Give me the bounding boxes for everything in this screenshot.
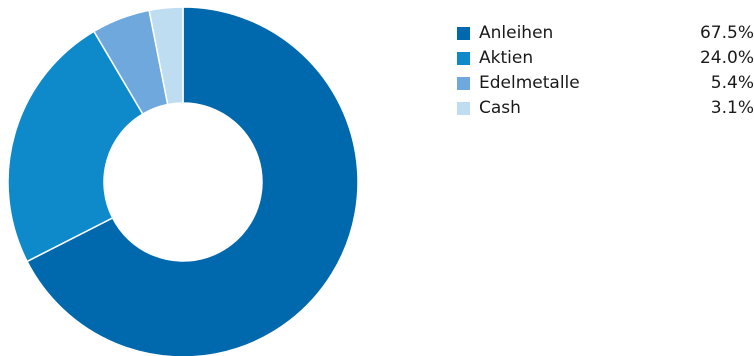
donut-slice-anleihen	[26, 6, 359, 356]
legend-item-aktien: Aktien 24.0%	[457, 46, 754, 71]
legend-label-edelmetalle: Edelmetalle	[479, 73, 580, 93]
legend-swatch-cash	[457, 102, 470, 115]
legend-label-cash: Cash	[479, 98, 521, 118]
legend-label-aktien: Aktien	[479, 48, 534, 68]
donut-slice-cash	[148, 6, 184, 106]
legend-item-cash: Cash 3.1%	[457, 96, 754, 121]
donut-plot	[7, 6, 359, 356]
donut-slice-aktien	[7, 30, 144, 263]
legend-item-anleihen: Anleihen 67.5%	[457, 21, 754, 46]
legend-value-aktien: 24.0%	[699, 48, 754, 68]
legend-swatch-anleihen	[457, 27, 470, 40]
legend-swatch-aktien	[457, 52, 470, 65]
legend-value-edelmetalle: 5.4%	[710, 73, 754, 93]
legend-value-anleihen: 67.5%	[699, 23, 754, 43]
legend-swatch-edelmetalle	[457, 77, 470, 90]
legend-label-anleihen: Anleihen	[479, 23, 554, 43]
legend-value-cash: 3.1%	[710, 98, 754, 118]
legend-item-edelmetalle: Edelmetalle 5.4%	[457, 71, 754, 96]
chart-legend: Anleihen 67.5% Aktien 24.0% Edelmetalle …	[457, 21, 754, 121]
